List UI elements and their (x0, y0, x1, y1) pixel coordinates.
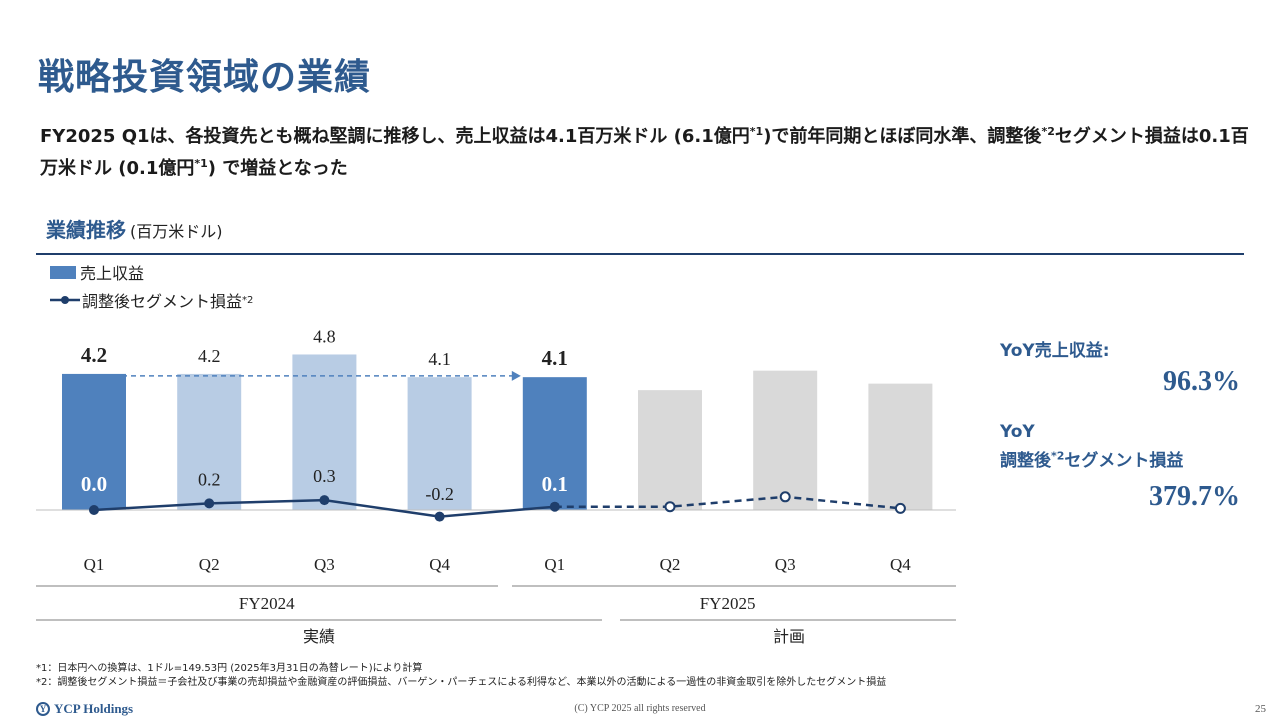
lead-text-1: FY2025 Q1は、各投資先とも概ね堅調に推移し、売上収益は4.1百万米ドル … (40, 126, 750, 147)
revenue-bar (177, 373, 242, 510)
profit-point (89, 505, 99, 515)
x-tick-label: Q3 (314, 555, 335, 574)
comparison-arrow-head (511, 370, 521, 381)
logo-mark-icon: Y (36, 702, 50, 716)
revenue-bar (753, 370, 818, 510)
section-divider (36, 253, 1244, 255)
profit-line-plan (554, 495, 901, 510)
revenue-value-label: 4.1 (428, 349, 451, 369)
revenue-bar (522, 377, 587, 510)
performance-chart: 4.2 4.2 4.8 4.1 4.1 0.0 0.2 0.3 -0.2 0.1 Q1 Q2 Q3 Q4 Q… (36, 326, 956, 646)
lead-text-2: )で前年同期とほぼ同水準、調整後 (763, 126, 1042, 147)
revenue-value-label: 4.2 (81, 343, 107, 367)
x-tick-label: Q4 (429, 555, 450, 574)
revenue-bar (407, 377, 472, 510)
footnote-1: *1：日本円への換算は、1ドル=149.53円 (2025年3月31日の為替レー… (36, 663, 423, 674)
revenue-value-label: 4.2 (198, 346, 221, 366)
profit-value-label: 0.0 (81, 472, 107, 496)
revenue-bar (638, 390, 702, 510)
profit-point (549, 501, 560, 512)
section-heading: 業績推移 (百万米ドル) (46, 214, 223, 243)
profit-point (894, 502, 906, 514)
fiscal-year-label: FY2025 (700, 594, 756, 613)
phase-label: 計画 (773, 627, 805, 646)
x-tick-label: Q1 (544, 555, 565, 574)
phase-label: 実績 (303, 627, 335, 646)
x-tick-label: Q1 (84, 555, 105, 574)
legend-bar-swatch (50, 265, 76, 279)
revenue-bar (62, 373, 126, 510)
lead-summary: FY2025 Q1は、各投資先とも概ね堅調に推移し、売上収益は4.1百万米ドル … (40, 118, 1250, 182)
yoy-profit-sup: *2 (1051, 449, 1065, 463)
legend-profit-sup: *2 (242, 294, 254, 306)
yoy-profit-label-b: セグメント損益 (1064, 451, 1184, 471)
profit-value-label: 0.2 (198, 469, 221, 489)
page-number: 25 (1255, 703, 1266, 715)
yoy-revenue-label: YoY売上収益: (1000, 341, 1110, 361)
yoy-profit-label-line1: YoY (1000, 422, 1035, 442)
copyright: (C) YCP 2025 all rights reserved (574, 703, 706, 714)
page-title: 戦略投資領域の業績 (38, 57, 372, 98)
revenue-bar (292, 354, 357, 510)
revenue-value-label: 4.1 (542, 346, 568, 370)
logo-text: YCP Holdings (54, 701, 134, 716)
revenue-value-label: 4.8 (313, 326, 336, 346)
legend-revenue-label: 売上収益 (80, 264, 145, 283)
profit-value-label: 0.3 (313, 466, 336, 486)
x-tick-label: Q4 (890, 555, 911, 574)
lead-footnote-ref-3: *1 (194, 157, 208, 170)
footer: Y YCP Holdings (C) YCP 2025 all rights r… (0, 700, 1280, 720)
lead-footnote-ref-1: *1 (749, 125, 764, 138)
legend-line-swatch (50, 296, 80, 304)
chart-legend: 売上収益 調整後セグメント損益 *2 (50, 258, 253, 314)
profit-value-label: -0.2 (425, 484, 454, 504)
company-logo: Y YCP Holdings (36, 701, 133, 717)
legend-profit-label: 調整後セグメント損益 (82, 292, 243, 311)
x-tick-label: Q2 (199, 555, 220, 574)
x-tick-label: Q3 (775, 555, 796, 574)
fiscal-year-label: FY2024 (239, 594, 295, 613)
profit-point (434, 511, 445, 522)
yoy-revenue-value: 96.3% (1163, 366, 1240, 397)
legend-item-profit: 調整後セグメント損益 *2 (50, 286, 253, 314)
lead-text-4: ) で増益となった (207, 158, 348, 179)
yoy-profit-label-line2: 調整後*2セグメント損益 (1000, 446, 1183, 471)
section-unit: (百万米ドル) (130, 222, 223, 241)
yoy-profit-value: 379.7% (1149, 481, 1240, 512)
profit-point (779, 491, 791, 503)
footnotes: *1：日本円への換算は、1ドル=149.53円 (2025年3月31日の為替レー… (36, 662, 886, 690)
profit-point (319, 495, 330, 506)
yoy-profit-label-a: 調整後 (1000, 451, 1051, 471)
revenue-bar (868, 383, 933, 510)
profit-value-label: 0.1 (542, 472, 568, 496)
x-tick-label: Q2 (660, 555, 681, 574)
profit-point (664, 501, 676, 513)
section-title: 業績推移 (46, 218, 126, 242)
profit-point (204, 498, 215, 509)
lead-text-3: セグメント損益は0.1百万米ドル (0.1億円 (40, 126, 1249, 179)
footnote-2: *2：調整後セグメント損益＝子会社及び事業の売却損益や金融資産の評価損益、バーゲ… (36, 677, 887, 688)
lead-footnote-ref-2: *2 (1041, 125, 1055, 138)
legend-item-revenue: 売上収益 (50, 258, 253, 286)
